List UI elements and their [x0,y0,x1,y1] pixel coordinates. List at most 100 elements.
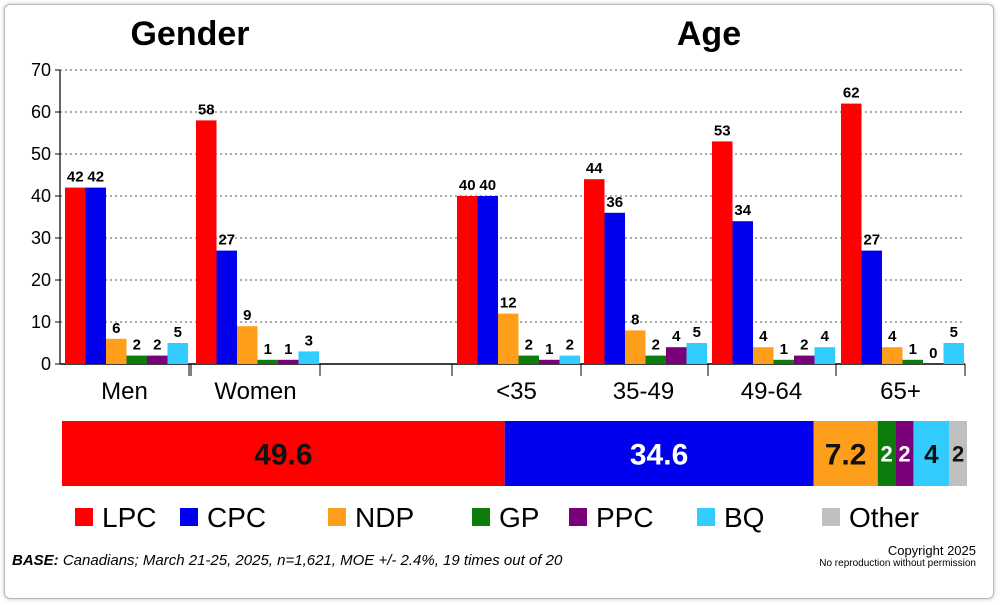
data-label-GP: 1 [264,341,272,358]
data-label-GP: 2 [652,337,660,354]
data-label-LPC: 58 [198,101,215,118]
bar-GP [645,355,666,364]
bar-NDP [882,347,903,364]
data-label-BQ: 4 [821,328,830,345]
data-label-BQ: 3 [305,332,313,349]
category-label: <35 [496,378,537,405]
bar-GP [257,359,278,364]
total-segment-PPC [895,421,914,486]
bar-CPC [85,187,106,364]
y-tick-label: 50 [31,144,51,164]
reproduction-note: No reproduction without permission [819,558,976,569]
data-label-LPC: 44 [586,160,603,177]
legend-label: NDP [355,502,414,533]
legend-swatch [697,508,715,526]
legend-label: BQ [724,502,764,533]
grid-lines [60,69,965,323]
total-stacked-bar: 49.6 34.6 7.2 2 2 4 2 [62,421,967,486]
base-text: Canadians; March 21-25, 2025, n=1,621, M… [58,552,563,569]
total-segment-NDP [813,421,878,486]
bar-NDP [237,326,258,364]
chart-frame [4,4,994,599]
legend-label: LPC [102,502,156,533]
heading-gender: Gender [130,15,249,53]
bar-NDP [106,338,127,364]
legend-item-Other: Other [822,502,919,533]
bar-LPC [712,141,733,364]
base-label: BASE: [12,552,59,569]
data-label-LPC: 42 [67,169,84,186]
y-tick-label: 30 [31,228,51,248]
category-label: 35-49 [613,378,674,405]
bar-LPC [584,179,605,364]
legend-swatch [822,508,840,526]
bar-LPC [841,103,862,364]
y-tick-label: 70 [31,60,51,80]
category-label: 65+ [880,378,921,405]
data-label-GP: 2 [133,337,141,354]
total-label-Other: 2 [952,441,964,466]
category-label: Men [101,378,148,405]
bar-GP [773,359,794,364]
bar-LPC [196,120,217,365]
y-tick-label: 60 [31,102,51,122]
data-label-CPC: 27 [218,232,235,249]
legend-item-BQ: BQ [697,502,764,533]
data-label-NDP: 9 [243,307,251,324]
bar-NDP [498,313,519,364]
legend-label: CPC [207,502,266,533]
bar-LPC [457,196,478,364]
bar-BQ [686,343,707,364]
data-label-BQ: 5 [174,324,182,341]
legend-label: Other [849,502,919,533]
bar-CPC [604,212,625,364]
legend-swatch [75,508,93,526]
y-tick-label: 10 [31,312,51,332]
total-label-LPC: 49.6 [254,438,312,471]
data-label-PPC: 1 [545,341,553,358]
bar-CPC [216,250,237,364]
legend-item-NDP: NDP [328,502,414,533]
bar-CPC [477,196,498,364]
total-segment-BQ [913,421,950,486]
legend: LPC CPC NDP GP PPC BQ Other [75,502,919,533]
bar-BQ [298,351,319,364]
data-label-GP: 1 [909,341,917,358]
data-label-NDP: 6 [112,320,120,337]
bar-PPC [539,359,560,364]
total-segment-GP [877,421,896,486]
bar-CPC [732,221,753,364]
bar-GP [902,359,923,364]
data-label-CPC: 34 [734,202,751,219]
bar-PPC [147,355,168,364]
data-label-PPC: 1 [284,341,292,358]
data-label-NDP: 12 [500,295,517,312]
data-label-BQ: 5 [950,324,958,341]
legend-swatch [569,508,587,526]
bar-PPC [794,355,815,364]
bar-NDP [753,347,774,364]
legend-label: PPC [596,502,654,533]
data-label-PPC: 2 [153,337,161,354]
total-label-BQ: 4 [924,439,939,469]
bar-BQ [943,343,964,364]
total-segment-LPC [62,421,505,486]
legend-swatch [472,508,490,526]
bar-BQ [167,343,188,364]
bar-GP [126,355,147,364]
data-label-CPC: 42 [87,169,104,186]
data-label-PPC: 2 [800,337,808,354]
bar-PPC [278,359,299,364]
category-label: 49-64 [741,378,802,405]
data-label-NDP: 8 [631,311,639,328]
bar-GP [518,355,539,364]
y-tick-label: 20 [31,270,51,290]
category-labels: Men Women <35 35-49 49-64 65+ [101,364,966,405]
bar-group-65+: 62 27 41 05 [841,85,964,364]
